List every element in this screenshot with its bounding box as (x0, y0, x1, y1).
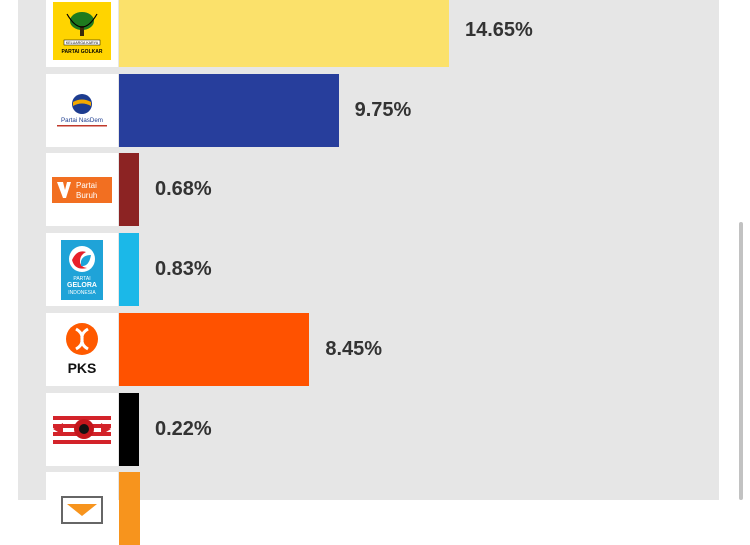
value-label-golkar: 14.65% (465, 19, 533, 41)
bar-buruh (119, 153, 139, 227)
bar-row-pkn: 0.22% (46, 392, 696, 466)
buruh-logo-icon: Partai Buruh (52, 176, 112, 203)
gelora-text-1: PARTAI (73, 276, 90, 282)
logo-pks: PKS (46, 312, 118, 386)
bar-hanura (119, 472, 140, 545)
pks-text: PKS (68, 360, 97, 376)
bar-pkn (119, 392, 139, 466)
value-label-pkn: 0.22% (155, 417, 212, 440)
golkar-banyan-tree-icon: KELUARGA KARYA PARTAI GOLKAR (53, 1, 111, 60)
scrollbar-thumb[interactable] (739, 222, 743, 500)
golkar-text: PARTAI GOLKAR (62, 49, 103, 55)
gelora-wave-icon: PARTAI GELORA INDONESIA (61, 239, 103, 300)
bar-gelora (119, 233, 139, 307)
bar-row-buruh: Partai Buruh 0.68% (46, 153, 696, 227)
gelora-text-2: GELORA (67, 282, 97, 289)
bar-row-golkar: KELUARGA KARYA PARTAI GOLKAR 14.65% (46, 0, 696, 67)
gelora-text-3: INDONESIA (68, 290, 96, 296)
buruh-text-1: Partai (76, 181, 97, 190)
bar-row-nasdem: Partai NasDem 9.75% (46, 73, 696, 147)
value-label-gelora: 0.83% (155, 258, 212, 281)
bar-golkar (119, 0, 449, 67)
logo-buruh: Partai Buruh (46, 153, 118, 227)
golkar-subtext: KELUARGA KARYA (66, 41, 99, 45)
value-label-buruh: 0.68% (155, 178, 212, 201)
logo-gelora: PARTAI GELORA INDONESIA (46, 233, 118, 307)
buruh-text-2: Buruh (76, 191, 97, 200)
logo-nasdem: Partai NasDem (46, 73, 118, 147)
hanura-logo-icon (61, 495, 103, 524)
logo-hanura (46, 472, 118, 545)
nasdem-globe-icon: Partai NasDem (57, 94, 107, 127)
bar-row-pks: PKS 8.45% (46, 312, 696, 386)
bar-row-hanura (46, 472, 696, 545)
bar-pks (119, 312, 310, 386)
nasdem-text: Partai NasDem (61, 117, 103, 124)
value-label-nasdem: 9.75% (354, 98, 412, 121)
bar-row-gelora: PARTAI GELORA INDONESIA 0.83% (46, 233, 696, 307)
logo-pkn (46, 392, 118, 466)
pkn-flag-icon (53, 412, 111, 446)
bar-nasdem (119, 73, 339, 147)
value-label-pks: 8.45% (325, 337, 383, 360)
pks-crescent-icon: PKS (66, 323, 98, 376)
logo-golkar: KELUARGA KARYA PARTAI GOLKAR (46, 0, 118, 67)
